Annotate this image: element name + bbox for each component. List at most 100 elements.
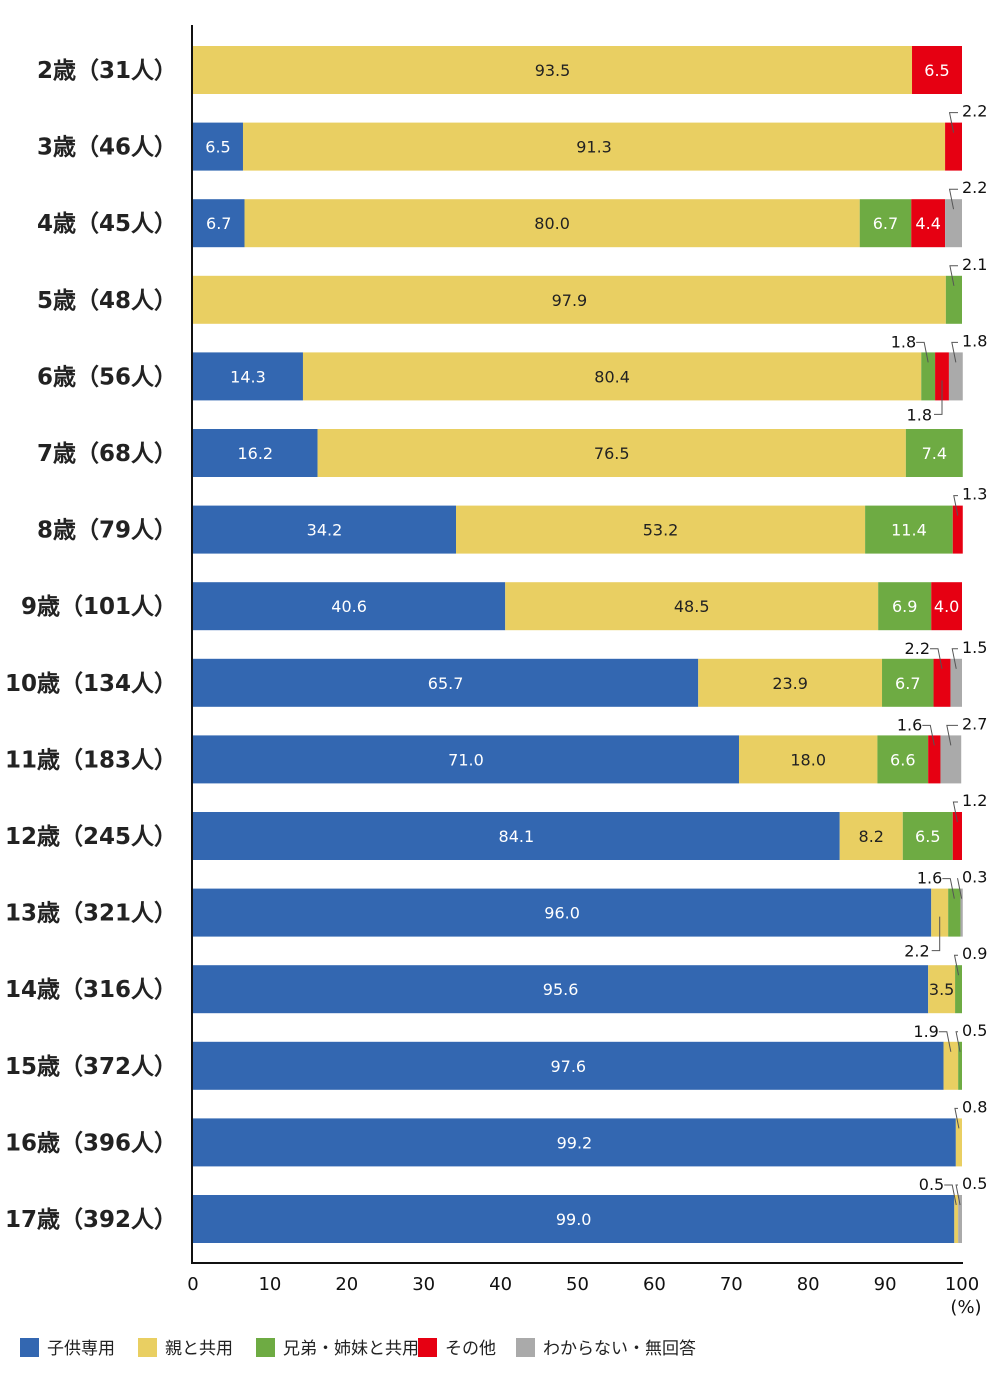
data-label: 0.5 bbox=[962, 1021, 987, 1040]
data-label: 14.3 bbox=[230, 367, 266, 386]
bar-segment bbox=[955, 1118, 962, 1167]
bar-segment bbox=[244, 199, 860, 248]
data-label: 2.1 bbox=[962, 255, 987, 274]
leader-line bbox=[948, 112, 958, 133]
data-label: 34.2 bbox=[307, 521, 343, 540]
bar-segment bbox=[302, 352, 922, 401]
category-label: 6歳（56人） bbox=[37, 363, 177, 390]
bar-segment bbox=[945, 122, 962, 171]
data-label: 1.9 bbox=[913, 1022, 938, 1041]
legend-label: 兄弟・姉妹と共用 bbox=[283, 1339, 419, 1359]
bar-segment bbox=[950, 658, 962, 707]
data-label: 99.0 bbox=[556, 1210, 592, 1229]
bar-segment bbox=[242, 122, 946, 171]
category-label: 15歳（372人） bbox=[5, 1053, 177, 1080]
x-tick-label: 40 bbox=[489, 1274, 512, 1295]
bar-segment bbox=[958, 1041, 962, 1090]
bar-segment bbox=[193, 352, 303, 401]
bar-segment bbox=[952, 505, 963, 554]
data-label: 6.7 bbox=[873, 214, 898, 233]
leader-line bbox=[953, 495, 959, 516]
data-label: 0.8 bbox=[962, 1097, 987, 1116]
data-label: 84.1 bbox=[499, 827, 535, 846]
data-label: 1.8 bbox=[962, 331, 987, 350]
bar-segment bbox=[943, 1041, 959, 1090]
data-label: 48.5 bbox=[674, 597, 710, 616]
data-label: 1.8 bbox=[891, 332, 916, 351]
bar-segment bbox=[948, 352, 963, 401]
x-tick-label: 100 bbox=[945, 1274, 979, 1295]
bar-segment bbox=[905, 429, 963, 477]
x-tick-label: 90 bbox=[874, 1274, 897, 1295]
bar-segment bbox=[455, 505, 866, 554]
data-label: 96.0 bbox=[544, 904, 580, 923]
leader-line bbox=[951, 341, 958, 363]
data-label: 2.2 bbox=[904, 942, 929, 961]
bar-segment bbox=[317, 429, 906, 477]
legend-swatch bbox=[516, 1338, 535, 1357]
bar-segment bbox=[193, 658, 699, 707]
bar-segment bbox=[958, 1195, 962, 1243]
data-label: 2.2 bbox=[962, 102, 987, 121]
bar-segment bbox=[931, 888, 949, 937]
legend-label: 親と共用 bbox=[165, 1339, 233, 1359]
bar-segment bbox=[945, 275, 962, 324]
data-label: 4.4 bbox=[915, 214, 940, 233]
data-label: 95.6 bbox=[543, 980, 579, 999]
bar-segment bbox=[940, 735, 962, 784]
data-label: 6.5 bbox=[924, 61, 949, 80]
bar-segment bbox=[738, 735, 878, 784]
bar-segment bbox=[955, 965, 962, 1014]
data-label: 0.5 bbox=[919, 1175, 944, 1194]
data-label: 2.2 bbox=[962, 178, 987, 197]
legend-label: わからない・無回答 bbox=[543, 1339, 696, 1359]
bar-segment bbox=[928, 735, 941, 784]
bar-segment bbox=[193, 429, 318, 477]
leader-line bbox=[938, 1031, 952, 1052]
data-label: 1.6 bbox=[917, 869, 942, 888]
data-label: 18.0 bbox=[790, 750, 826, 769]
x-tick-label: 20 bbox=[335, 1274, 358, 1295]
bar-segment bbox=[859, 199, 912, 248]
category-label: 7歳（68人） bbox=[37, 440, 177, 467]
data-label: 0.5 bbox=[962, 1174, 987, 1193]
data-label: 65.7 bbox=[428, 674, 464, 693]
x-tick-label: 60 bbox=[643, 1274, 666, 1295]
x-tick-label: 70 bbox=[720, 1274, 743, 1295]
data-label: 0.3 bbox=[962, 868, 987, 887]
data-label: 91.3 bbox=[576, 138, 612, 157]
category-label: 14歳（316人） bbox=[5, 976, 177, 1003]
bar-segment bbox=[193, 505, 456, 554]
leader-line bbox=[934, 380, 943, 415]
leader-line bbox=[922, 724, 935, 746]
category-label: 17歳（392人） bbox=[5, 1206, 177, 1233]
bar-segment bbox=[954, 1195, 959, 1243]
category-label: 9歳（101人） bbox=[21, 593, 177, 620]
legend-swatch bbox=[418, 1338, 437, 1357]
leader-line bbox=[944, 1184, 957, 1206]
bar-segment bbox=[193, 888, 932, 937]
bar-segment bbox=[193, 965, 929, 1014]
data-label: 2.7 bbox=[962, 714, 987, 733]
data-label: 97.6 bbox=[550, 1057, 586, 1076]
data-label: 99.2 bbox=[557, 1133, 593, 1152]
data-label: 1.2 bbox=[962, 791, 987, 810]
category-label: 4歳（45人） bbox=[37, 210, 177, 237]
x-tick-label: 80 bbox=[797, 1274, 820, 1295]
category-label: 3歳（46人） bbox=[37, 134, 177, 161]
data-label: 6.5 bbox=[205, 138, 230, 157]
x-unit-label: (%) bbox=[950, 1297, 981, 1318]
category-label: 10歳（134人） bbox=[5, 670, 177, 697]
legend-swatch bbox=[20, 1338, 39, 1357]
bar-segment bbox=[945, 199, 962, 248]
data-label: 80.4 bbox=[594, 367, 630, 386]
bar-segment bbox=[193, 275, 946, 324]
data-label: 1.6 bbox=[897, 715, 922, 734]
data-label: 7.4 bbox=[922, 444, 947, 463]
bar-segment bbox=[933, 658, 951, 707]
data-label: 1.3 bbox=[962, 485, 987, 504]
category-label: 5歳（48人） bbox=[37, 287, 177, 314]
data-label: 53.2 bbox=[643, 521, 679, 540]
leader-line bbox=[954, 1107, 960, 1129]
